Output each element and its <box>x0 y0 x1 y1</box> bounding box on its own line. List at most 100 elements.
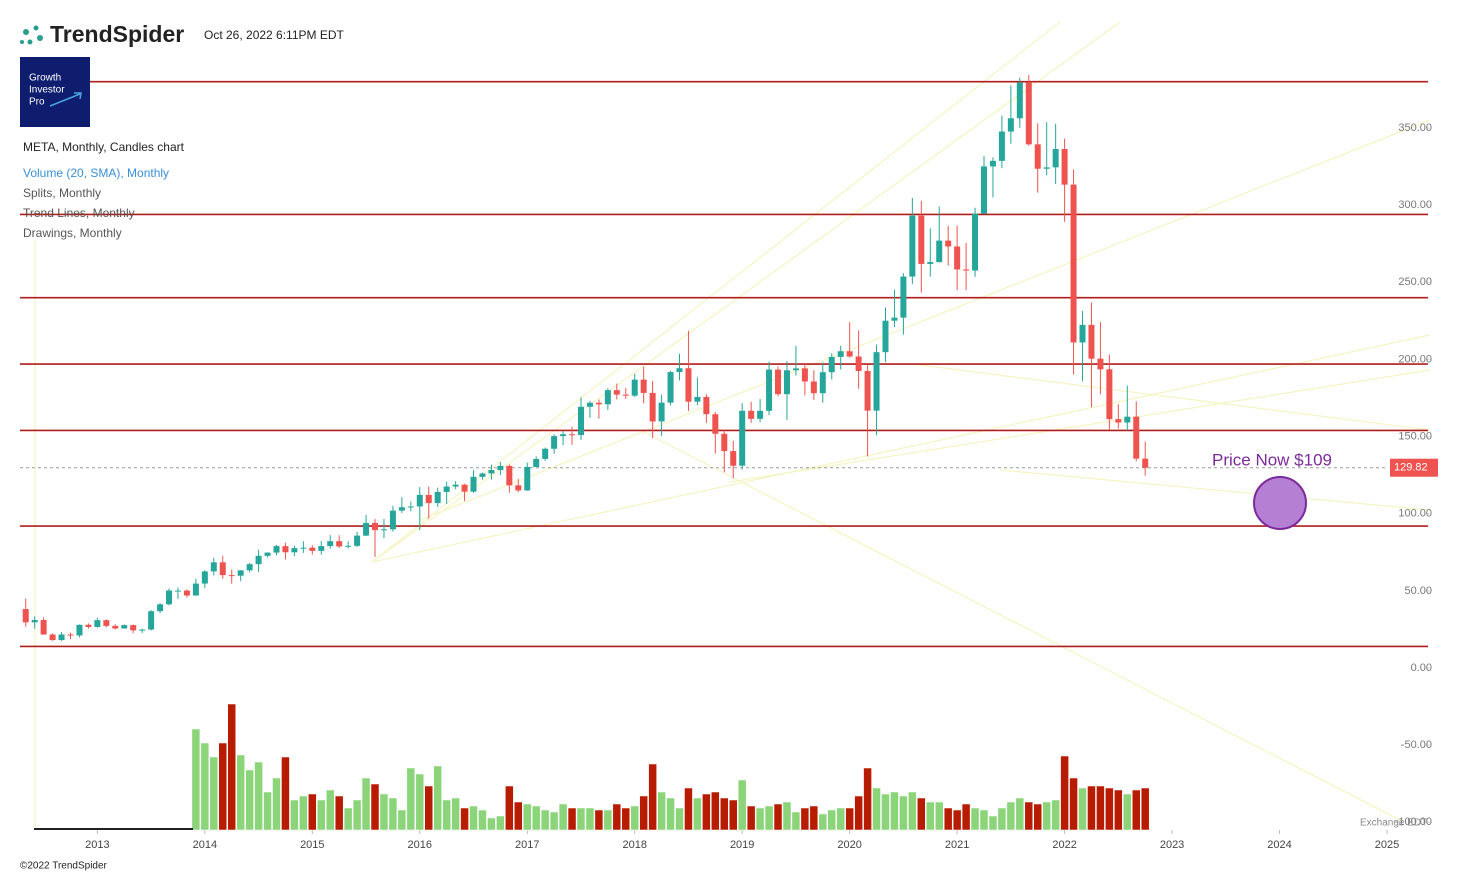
candle-body <box>855 356 862 371</box>
volume-bar <box>728 799 738 831</box>
volume-bar <box>343 807 353 831</box>
volume-bar <box>505 785 514 831</box>
candle-body <box>246 564 253 571</box>
volume-bar <box>191 728 201 831</box>
volume-bar <box>567 807 577 831</box>
candle-body <box>801 368 808 382</box>
volume-bar <box>791 811 801 831</box>
candle-body <box>479 473 486 477</box>
candle-body <box>210 562 217 572</box>
candle-body <box>1061 148 1068 185</box>
volume-bar <box>540 809 550 831</box>
candle-body <box>354 535 361 546</box>
candle-body <box>882 320 889 353</box>
candle-body <box>318 546 325 551</box>
volume-bar <box>988 815 998 831</box>
indicator-label[interactable]: Splits, Monthly <box>23 186 101 200</box>
volume-bar <box>487 817 496 831</box>
volume-bar <box>379 793 389 831</box>
candle-body <box>604 390 611 405</box>
x-tick-label: 2024 <box>1267 839 1291 851</box>
candle-body <box>201 571 208 584</box>
logo-arrow <box>49 92 82 107</box>
candle-body <box>506 465 513 486</box>
candle-body <box>783 370 790 395</box>
candle-body <box>443 486 450 492</box>
candle-body <box>963 269 970 271</box>
candle-body <box>542 448 549 459</box>
candle-body <box>398 507 405 511</box>
candle-body <box>1115 419 1122 423</box>
volume-bar <box>272 777 281 831</box>
candle-body <box>380 529 387 531</box>
volume-bar <box>684 787 693 831</box>
volume-bar <box>899 795 908 831</box>
candle-body <box>112 625 119 629</box>
candle-body <box>667 372 674 403</box>
volume-bar <box>200 742 210 831</box>
volume-bar <box>227 703 236 831</box>
y-tick-label: -100.00 <box>1395 816 1432 828</box>
candle-body <box>237 570 244 576</box>
volume-bar <box>370 783 380 831</box>
candle-body <box>515 485 522 491</box>
volume-bar <box>514 801 523 831</box>
candle-body <box>631 379 638 396</box>
volume-bar <box>594 809 604 831</box>
volume-bar <box>917 797 926 831</box>
volume-bar <box>254 761 263 831</box>
highlight-circle <box>1253 476 1307 530</box>
candle-body <box>40 620 47 635</box>
volume-bar <box>997 807 1007 831</box>
volume-bar <box>406 767 416 831</box>
volume-bar <box>639 795 648 831</box>
candle-body <box>121 625 128 629</box>
volume-bar <box>209 756 219 831</box>
candle-body <box>1016 82 1023 119</box>
candle-body <box>264 552 271 556</box>
volume-bar <box>460 807 469 831</box>
y-tick-label: 350.00 <box>1398 122 1432 134</box>
volume-bar <box>281 756 290 831</box>
volume-bar <box>827 809 837 831</box>
volume-bar <box>872 787 881 831</box>
volume-bar <box>943 807 953 831</box>
trend-lines <box>34 21 1431 830</box>
indicator-label[interactable]: Drawings, Monthly <box>23 226 122 240</box>
candle-body <box>622 394 629 396</box>
candle-body <box>192 583 199 596</box>
logo-box <box>20 57 90 127</box>
y-tick-label: -50.00 <box>1401 739 1432 751</box>
volume-bar <box>836 807 845 831</box>
volume-bar <box>549 811 559 831</box>
candle-body <box>31 620 38 623</box>
volume-bar <box>675 807 684 831</box>
volume-bar <box>961 803 971 831</box>
candle-body <box>1133 416 1140 459</box>
volume-bar <box>1060 755 1069 831</box>
volume-bar <box>442 799 451 831</box>
candle-body <box>255 555 262 565</box>
candle-body <box>1088 324 1095 359</box>
volume-bar <box>1033 803 1042 831</box>
volume-bar <box>657 791 666 831</box>
candle-body <box>1097 358 1104 370</box>
volume-bar <box>308 793 317 831</box>
trend-line <box>371 21 1121 563</box>
candle-body <box>434 491 441 504</box>
volume-bar <box>666 797 675 831</box>
chart-title: META, Monthly, Candles chart <box>23 140 185 154</box>
indicator-label[interactable]: Trend Lines, Monthly <box>23 206 135 220</box>
candle-body <box>130 625 137 631</box>
candle-body <box>67 634 74 636</box>
indicator-label[interactable]: Volume (20, SMA), Monthly <box>23 166 169 180</box>
volume-bar <box>236 754 245 831</box>
trend-line <box>999 469 1431 511</box>
candle-body <box>927 262 934 264</box>
candle-body <box>389 510 396 530</box>
volume-bar <box>818 813 828 831</box>
candle-body <box>757 410 764 419</box>
candle-body <box>174 590 181 592</box>
volume-bar <box>863 767 872 831</box>
candle-body <box>748 410 755 419</box>
